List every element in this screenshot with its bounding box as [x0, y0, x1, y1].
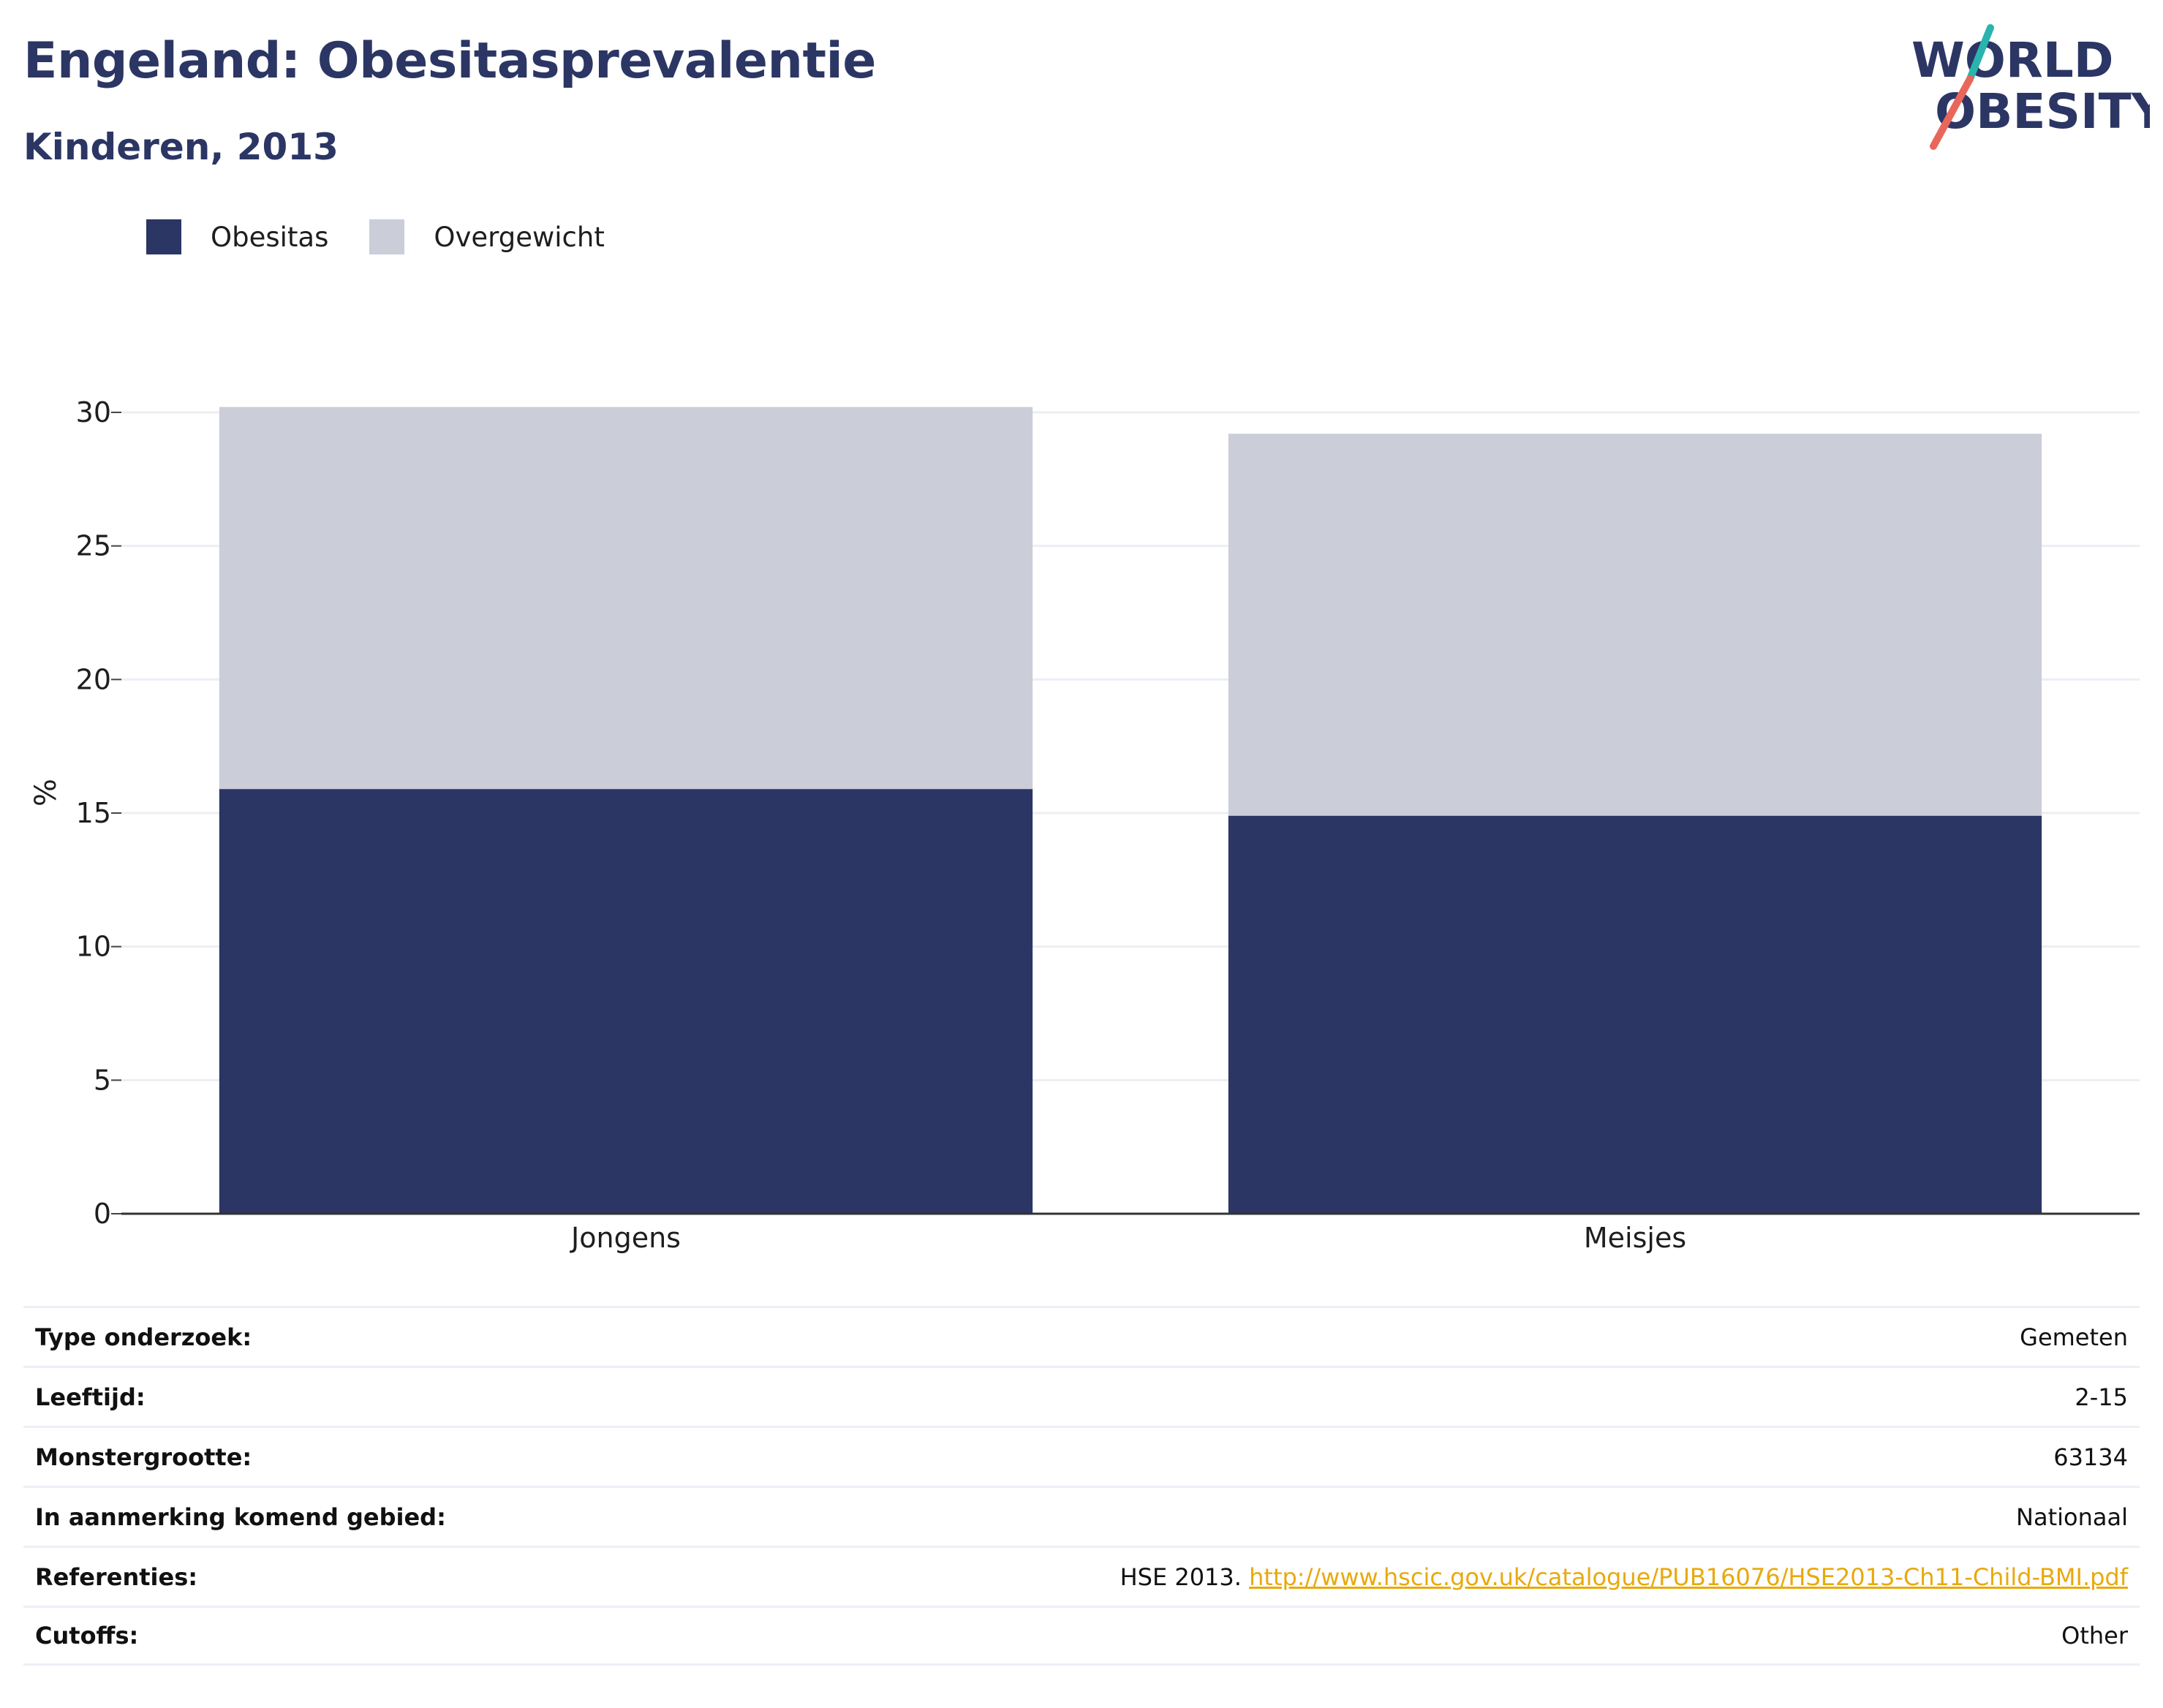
x-tick-label-jongens: Jongens: [570, 1222, 681, 1254]
world-obesity-logo: WORLD OBESITY: [1911, 24, 2150, 150]
info-row-references: Referenties: HSE 2013. http://www.hscic.…: [23, 1546, 2140, 1606]
y-axis-label: %: [29, 779, 63, 806]
chart-legend: Obesitas Overgewicht: [146, 216, 646, 257]
info-row-area: In aanmerking komend gebied: Nationaal: [23, 1486, 2140, 1546]
info-value-references: HSE 2013. http://www.hscic.gov.uk/catalo…: [1120, 1563, 2128, 1591]
chart-subtitle: Kinderen, 2013: [23, 126, 339, 168]
info-label-area: In aanmerking komend gebied:: [35, 1503, 446, 1531]
y-tick-label-25: 25: [76, 530, 111, 562]
reference-text: HSE 2013.: [1120, 1562, 1250, 1591]
info-row-sample: Monstergrootte: 63134: [23, 1426, 2140, 1486]
info-row-age: Leeftijd: 2-15: [23, 1366, 2140, 1426]
bars: [219, 407, 2042, 1214]
y-tick-label-20: 20: [76, 663, 111, 695]
info-label-sample: Monstergrootte:: [35, 1443, 252, 1471]
info-label-age: Leeftijd:: [35, 1383, 146, 1411]
svg-text:OBESITY: OBESITY: [1935, 83, 2150, 140]
reference-link[interactable]: http://www.hscic.gov.uk/catalogue/PUB160…: [1249, 1562, 2128, 1591]
bar-jongens-overgewicht[interactable]: [219, 407, 1033, 790]
info-label-references: Referenties:: [35, 1562, 198, 1591]
axes: 0 5 10 15 20 25 30 Jongens Meisjes: [76, 396, 2140, 1254]
bar-jongens-obesitas[interactable]: [219, 789, 1033, 1214]
info-label-type: Type onderzoek:: [35, 1323, 252, 1351]
legend-label-overgewicht: Overgewicht: [434, 221, 605, 253]
y-tick-label-30: 30: [76, 396, 111, 428]
x-tick-label-meisjes: Meisjes: [1584, 1222, 1686, 1254]
info-table: Type onderzoek: Gemeten Leeftijd: 2-15 M…: [23, 1306, 2140, 1666]
bar-meisjes-obesitas[interactable]: [1228, 815, 2042, 1214]
chart-title: Engeland: Obesitasprevalentie: [23, 32, 876, 90]
info-value-cutoffs: Other: [2061, 1622, 2128, 1650]
y-tick-label-5: 5: [94, 1064, 111, 1096]
legend-item-overgewicht[interactable]: Overgewicht: [369, 219, 605, 254]
legend-swatch-obesitas: [146, 219, 181, 254]
info-value-sample: 63134: [2053, 1443, 2128, 1471]
info-value-type: Gemeten: [2020, 1323, 2128, 1351]
info-row-cutoffs: Cutoffs: Other: [23, 1606, 2140, 1666]
info-value-age: 2-15: [2075, 1383, 2128, 1411]
legend-label-obesitas: Obesitas: [211, 221, 329, 253]
info-label-cutoffs: Cutoffs:: [35, 1622, 139, 1650]
info-row-type: Type onderzoek: Gemeten: [23, 1306, 2140, 1366]
legend-item-obesitas[interactable]: Obesitas: [146, 219, 328, 254]
svg-text:WORLD: WORLD: [1911, 32, 2114, 88]
y-tick-label-10: 10: [76, 931, 111, 963]
bar-chart: 0 5 10 15 20 25 30 Jongens Meisjes %: [29, 396, 2140, 1254]
bar-meisjes-overgewicht[interactable]: [1228, 434, 2042, 816]
legend-swatch-overgewicht: [369, 219, 405, 254]
y-tick-label-15: 15: [76, 797, 111, 829]
y-tick-label-0: 0: [94, 1198, 111, 1230]
info-value-area: Nationaal: [2016, 1503, 2128, 1531]
